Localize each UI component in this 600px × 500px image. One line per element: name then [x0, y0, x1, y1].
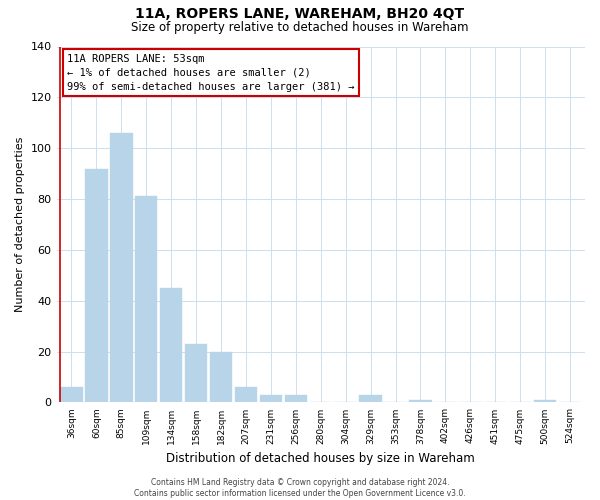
- Bar: [85, 168, 107, 402]
- X-axis label: Distribution of detached houses by size in Wareham: Distribution of detached houses by size …: [166, 452, 475, 465]
- Bar: [185, 344, 208, 403]
- Text: 11A, ROPERS LANE, WAREHAM, BH20 4QT: 11A, ROPERS LANE, WAREHAM, BH20 4QT: [136, 8, 464, 22]
- Bar: [260, 395, 282, 402]
- Bar: [160, 288, 182, 403]
- Bar: [110, 133, 133, 402]
- Y-axis label: Number of detached properties: Number of detached properties: [15, 137, 25, 312]
- Bar: [409, 400, 431, 402]
- Bar: [60, 387, 83, 402]
- Bar: [359, 395, 382, 402]
- Text: 11A ROPERS LANE: 53sqm
← 1% of detached houses are smaller (2)
99% of semi-detac: 11A ROPERS LANE: 53sqm ← 1% of detached …: [67, 54, 355, 92]
- Bar: [534, 400, 556, 402]
- Text: Size of property relative to detached houses in Wareham: Size of property relative to detached ho…: [131, 21, 469, 34]
- Bar: [210, 352, 232, 403]
- Bar: [135, 196, 157, 402]
- Text: Contains HM Land Registry data © Crown copyright and database right 2024.
Contai: Contains HM Land Registry data © Crown c…: [134, 478, 466, 498]
- Bar: [235, 387, 257, 402]
- Bar: [284, 395, 307, 402]
